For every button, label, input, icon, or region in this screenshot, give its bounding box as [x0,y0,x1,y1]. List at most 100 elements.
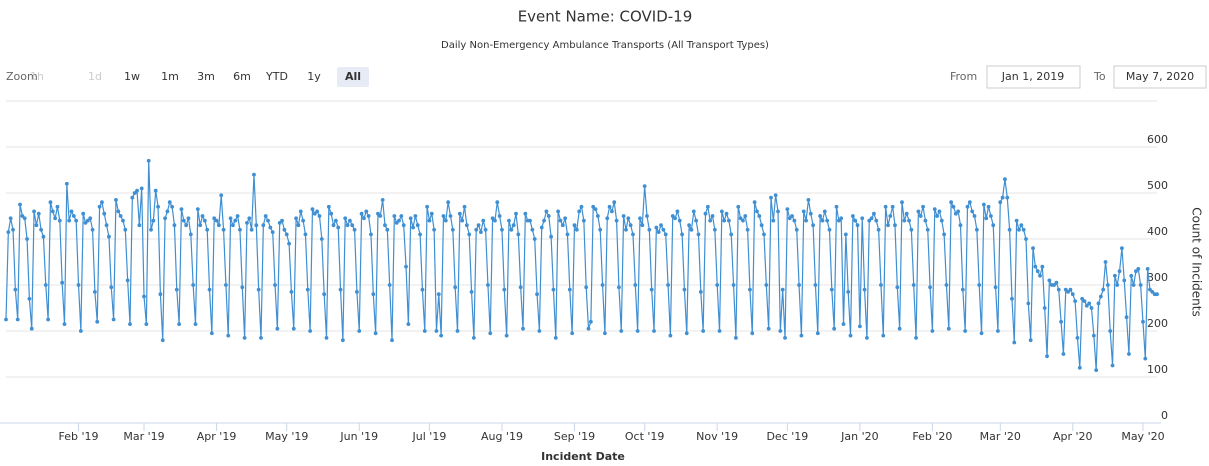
range-button: 1h [30,70,44,83]
data-point [797,283,801,287]
data-point [811,223,816,228]
data-point [829,287,834,292]
data-point [85,218,90,223]
data-point [787,216,792,221]
to-input[interactable] [1113,65,1207,89]
data-point [455,329,460,333]
from-input[interactable] [986,65,1081,89]
data-point [656,230,661,235]
data-point [291,326,296,331]
data-point [516,232,521,237]
data-point [584,285,589,290]
y-tick-label: 100 [1147,363,1168,376]
data-point [923,218,928,223]
data-point [153,188,158,193]
data-point [532,237,537,241]
data-point [1131,283,1136,287]
range-button[interactable]: 3m [197,70,215,83]
y-tick-label: 200 [1147,317,1168,330]
data-point [1108,329,1113,333]
data-point [1000,195,1005,200]
to-value[interactable]: May 7, 2020 [1126,70,1194,83]
data-point [64,181,69,186]
data-point [605,216,610,221]
data-point [949,200,954,205]
data-point [315,209,320,214]
x-tick-label: Apr '20 [1053,430,1093,443]
data-point [705,204,710,209]
data-point [350,223,355,228]
data-point [563,216,568,221]
data-point [399,214,404,218]
data-point [689,227,694,232]
data-point [191,283,196,287]
data-point [741,218,745,223]
range-button[interactable]: 1y [307,70,321,83]
data-point [464,223,469,228]
data-point [287,241,291,246]
data-point [186,216,191,221]
data-point [558,218,563,223]
data-point [504,333,509,338]
y-tick-label: 0 [1161,409,1168,422]
data-point [151,218,156,223]
range-button[interactable]: 1w [124,70,140,83]
data-point [1084,303,1089,308]
data-point [778,329,783,333]
data-point [1056,287,1061,292]
data-point [345,223,350,228]
range-button[interactable]: All [345,70,361,83]
data-point [53,216,58,221]
data-point [88,216,93,221]
data-point [574,227,579,232]
data-point [355,290,359,294]
data-point [507,218,511,223]
data-point [1136,267,1141,271]
data-point [790,214,794,218]
data-point [960,287,965,292]
data-point [956,209,961,214]
data-point [347,218,352,223]
data-point [102,211,107,216]
data-point [745,227,750,232]
data-point [1096,301,1101,306]
range-button[interactable]: 6m [233,70,251,83]
data-point [607,204,612,209]
x-tick-label: Dec '19 [766,430,808,443]
data-point [277,221,282,225]
data-point [544,209,549,214]
data-point [645,214,649,218]
data-point [930,329,935,333]
data-point [708,218,713,223]
x-tick-label: Feb '20 [912,430,952,443]
data-point [619,329,624,333]
data-point [366,214,371,218]
x-tick-label: May '19 [265,430,308,443]
range-button-bg[interactable] [337,67,369,87]
data-point [780,287,785,292]
data-point [1155,292,1159,297]
data-point [29,326,34,331]
data-point [813,283,818,287]
data-point [497,214,502,218]
data-point [462,204,467,209]
data-point [149,227,153,232]
data-point [500,227,504,232]
data-point [317,214,322,218]
data-point [902,218,907,223]
data-point [415,223,420,228]
data-point [364,209,369,214]
data-point [486,283,490,287]
data-point [177,322,182,326]
data-point [429,211,434,216]
data-point [850,214,855,218]
range-button[interactable]: 1m [161,70,179,83]
data-point [495,200,500,205]
data-point [843,232,848,237]
y-tick-label: 300 [1147,271,1168,284]
data-point [1031,246,1035,251]
data-point [535,292,539,297]
from-value[interactable]: Jan 1, 2019 [1001,70,1064,83]
data-point [808,211,813,216]
range-button[interactable]: YTD [265,70,288,83]
